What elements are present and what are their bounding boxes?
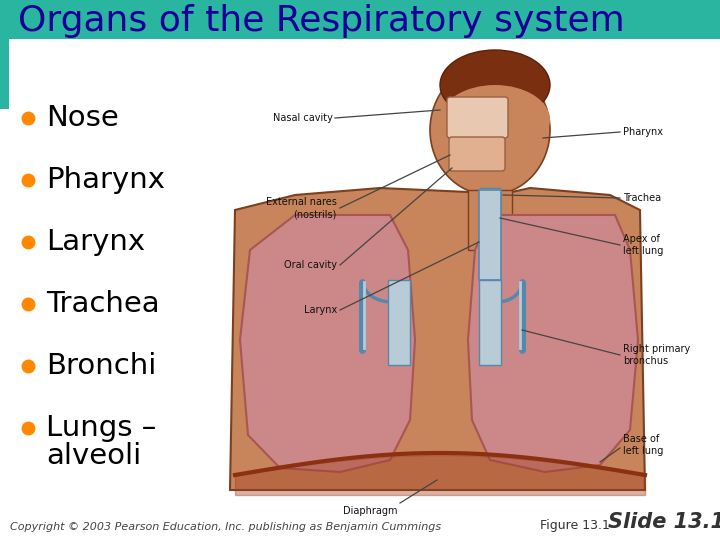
Text: Pharynx: Pharynx [623, 127, 663, 137]
Bar [480, 188, 500, 253]
Ellipse shape [440, 50, 550, 120]
Text: Larynx: Larynx [304, 305, 337, 315]
FancyBboxPatch shape [447, 97, 508, 138]
Text: External nares
(nostrils): External nares (nostrils) [266, 197, 337, 219]
Bar [0, 39, 9, 109]
Bar [388, 280, 410, 365]
Text: Organs of the Respiratory system: Organs of the Respiratory system [18, 4, 625, 38]
Bar [0, 0, 720, 39]
FancyBboxPatch shape [468, 190, 512, 250]
Text: Nose: Nose [46, 104, 119, 132]
Text: Bronchi: Bronchi [46, 352, 156, 380]
Bar [479, 280, 501, 365]
Polygon shape [230, 188, 645, 490]
Ellipse shape [440, 85, 550, 155]
Text: Figure 13.1: Figure 13.1 [540, 519, 610, 532]
Text: Trachea: Trachea [623, 193, 661, 203]
Text: Slide 13.1: Slide 13.1 [608, 512, 720, 532]
Text: alveoli: alveoli [46, 442, 141, 470]
Text: Apex of
left lung: Apex of left lung [623, 234, 663, 256]
Text: Diaphragm: Diaphragm [343, 506, 398, 516]
Ellipse shape [430, 65, 550, 195]
Text: Right primary
bronchus: Right primary bronchus [623, 344, 690, 366]
Text: Larynx: Larynx [46, 228, 145, 256]
Text: Pharynx: Pharynx [46, 166, 165, 194]
Text: Nasal cavity: Nasal cavity [273, 113, 333, 123]
Bar [479, 190, 501, 280]
FancyBboxPatch shape [449, 137, 505, 171]
Polygon shape [468, 215, 638, 472]
Text: Copyright © 2003 Pearson Education, Inc. publishing as Benjamin Cummings: Copyright © 2003 Pearson Education, Inc.… [10, 522, 441, 532]
Text: Base of
left lung: Base of left lung [623, 434, 663, 456]
Text: Trachea: Trachea [46, 290, 160, 318]
Text: Lungs –: Lungs – [46, 414, 156, 442]
Text: Oral cavity: Oral cavity [284, 260, 337, 270]
Polygon shape [240, 215, 415, 472]
